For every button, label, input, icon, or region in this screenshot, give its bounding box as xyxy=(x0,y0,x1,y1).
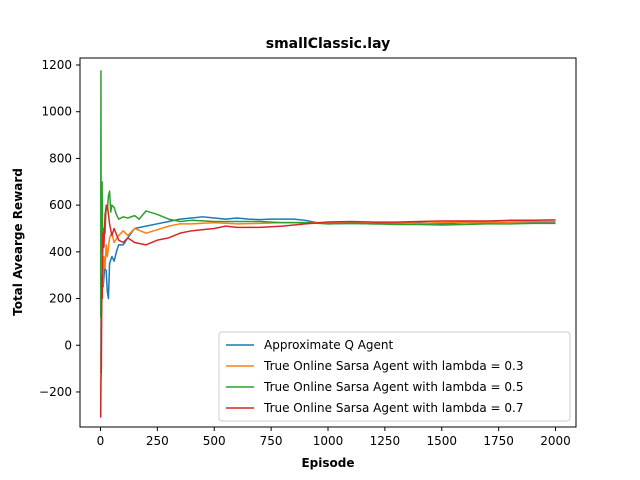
x-tick-label: 750 xyxy=(260,434,283,448)
legend-label-2: True Online Sarsa Agent with lambda = 0.… xyxy=(263,359,524,373)
y-tick-label: 1200 xyxy=(41,58,72,72)
x-axis-label: Episode xyxy=(301,456,354,470)
legend-label-1: Approximate Q Agent xyxy=(264,338,394,352)
y-axis-label: Total Avearge Reward xyxy=(11,168,25,316)
y-axis: −200 0 200 400 600 800 1000 1200 xyxy=(39,58,80,399)
x-axis: 0 250 500 750 1000 1250 1500 1750 2000 xyxy=(97,427,571,448)
y-tick-label: 200 xyxy=(49,292,72,306)
x-tick-label: 500 xyxy=(203,434,226,448)
series-line-1 xyxy=(99,216,556,374)
y-tick-label: 400 xyxy=(49,245,72,259)
legend-box xyxy=(218,331,571,422)
plot-area xyxy=(79,57,577,428)
series-layer xyxy=(99,70,556,418)
series-line-4 xyxy=(99,204,556,418)
legend-label-3: True Online Sarsa Agent with lambda = 0.… xyxy=(263,380,524,394)
x-tick-label: 1000 xyxy=(313,434,344,448)
x-tick-label: 250 xyxy=(146,434,169,448)
legend-label-4: True Online Sarsa Agent with lambda = 0.… xyxy=(263,401,524,415)
series-line-2 xyxy=(99,220,556,416)
x-tick-label: 1500 xyxy=(426,434,457,448)
legend: Approximate Q Agent True Online Sarsa Age… xyxy=(218,331,571,422)
chart-title: smallClassic.lay xyxy=(266,36,391,52)
y-tick-label: −200 xyxy=(39,385,72,399)
y-tick-label: 600 xyxy=(49,198,72,212)
x-tick-label: 0 xyxy=(97,434,105,448)
x-tick-label: 1250 xyxy=(370,434,401,448)
y-tick-label: 0 xyxy=(64,338,72,352)
y-tick-label: 800 xyxy=(49,151,72,165)
y-tick-label: 1000 xyxy=(41,105,72,119)
x-tick-label: 1750 xyxy=(483,434,514,448)
x-tick-label: 2000 xyxy=(540,434,571,448)
